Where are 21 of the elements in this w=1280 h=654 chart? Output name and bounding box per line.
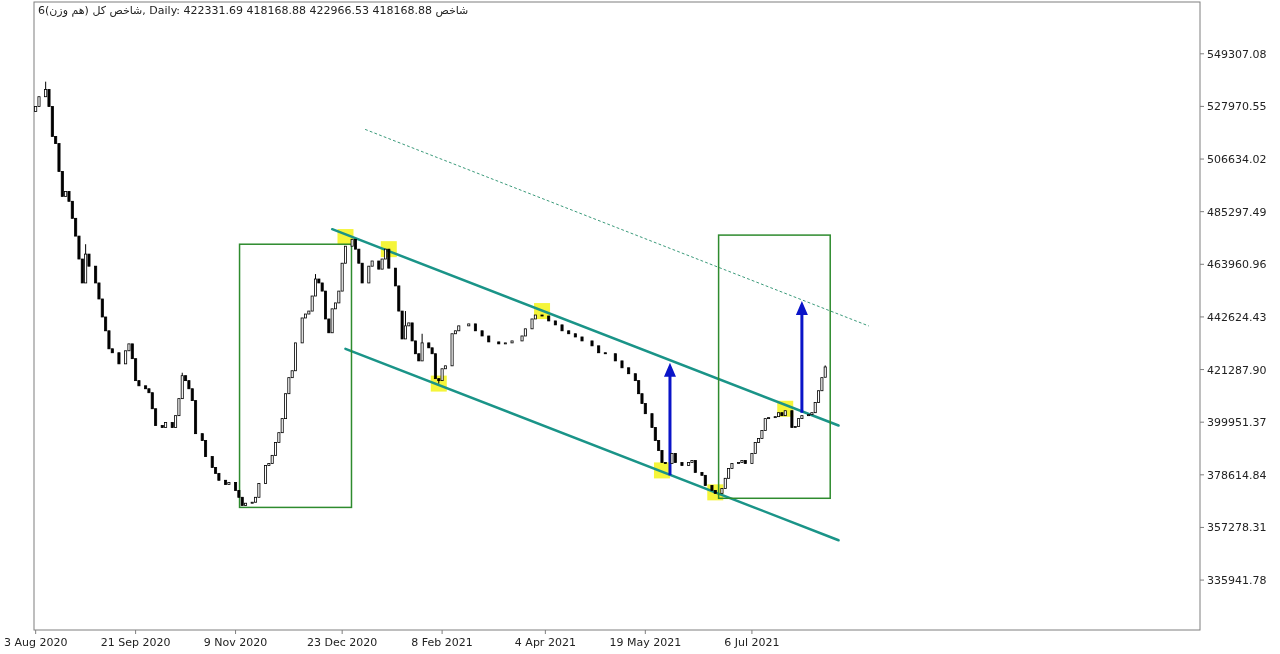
y-tick-label: 335941.78 [1207, 574, 1267, 588]
x-tick-label: 4 Apr 2021 [514, 636, 576, 649]
chart-title: شاخص کل (هم وزن)6, Daily: 422331.69 418168.88 422966.53 418168.88 شاخص [38, 4, 469, 17]
x-tick-label: 8 Feb 2021 [411, 636, 473, 649]
y-tick-label: 527970.55 [1207, 100, 1267, 114]
x-tick-label: 3 Aug 2020 [3, 636, 68, 649]
y-tick-label: 485297.49 [1207, 205, 1267, 219]
y-tick-label: 549307.08 [1207, 47, 1267, 61]
x-tick-label: 6 Jul 2021 [724, 636, 780, 649]
x-tick-label: 9 Nov 2020 [203, 636, 268, 649]
y-tick-label: 399951.37 [1207, 416, 1267, 430]
x-tick-label: 23 Dec 2020 [307, 636, 378, 649]
y-tick-label: 378614.84 [1207, 468, 1267, 482]
y-tick-label: 421287.90 [1207, 363, 1267, 377]
x-tick-label: 19 May 2021 [609, 636, 682, 649]
y-tick-label: 442624.43 [1207, 310, 1267, 324]
y-tick-label: 463960.96 [1207, 258, 1267, 272]
y-tick-label: 506634.02 [1207, 153, 1267, 167]
x-tick-label: 21 Sep 2020 [100, 636, 171, 649]
candlestick [387, 248, 391, 269]
y-tick-label: 357278.31 [1207, 521, 1267, 535]
